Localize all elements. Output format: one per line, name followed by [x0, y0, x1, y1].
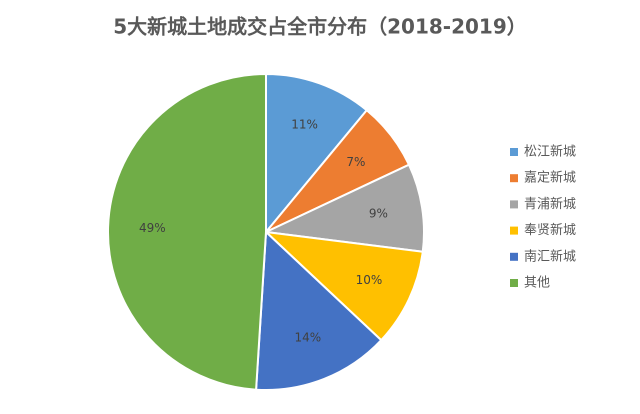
legend-label: 青浦新城	[524, 196, 576, 212]
pie-slice	[262, 163, 425, 253]
data-label: 14%	[295, 330, 322, 344]
data-label: 49%	[139, 221, 166, 235]
legend-label: 松江新城	[524, 144, 576, 160]
legend-swatch	[510, 252, 518, 261]
legend-swatch	[510, 226, 518, 235]
legend-swatch	[510, 200, 518, 209]
data-label: 9%	[369, 207, 388, 221]
chart-title: 5大新城土地成交占全市分布（2018-2019）	[113, 15, 527, 39]
data-label: 11%	[291, 117, 318, 131]
legend-swatch	[510, 148, 518, 156]
legend-swatch	[510, 279, 518, 287]
pie-slice	[265, 72, 369, 235]
legend-swatch	[510, 174, 518, 183]
data-label: 7%	[346, 155, 365, 169]
legend-label: 嘉定新城	[524, 170, 576, 186]
legend-label: 奉贤新城	[524, 222, 576, 238]
legend-label: 其他	[524, 276, 550, 291]
pie-slice	[107, 72, 267, 391]
pie-slice	[263, 230, 424, 342]
pie-slice	[255, 229, 383, 391]
legend-label: 南汇新城	[524, 248, 576, 264]
data-label: 10%	[356, 273, 383, 287]
